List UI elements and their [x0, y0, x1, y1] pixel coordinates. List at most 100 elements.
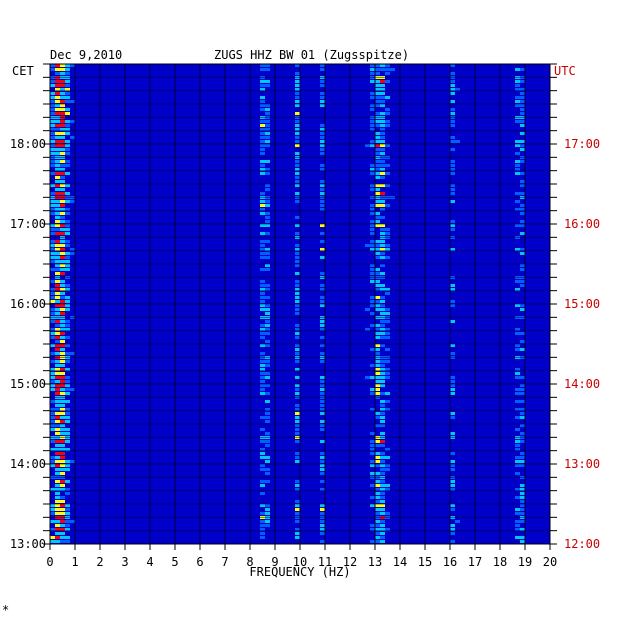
heatmap-cell: [320, 480, 325, 483]
heatmap-cell: [380, 284, 385, 287]
heatmap-cell: [60, 336, 65, 339]
heatmap-cell: [320, 248, 325, 251]
heatmap-cell: [65, 144, 70, 147]
heatmap-cell: [295, 104, 300, 107]
heatmap-cell: [515, 416, 520, 419]
heatmap-cell: [265, 240, 270, 243]
heatmap-cell: [375, 368, 380, 371]
heatmap-cell: [60, 152, 65, 155]
heatmap-cell: [50, 296, 55, 299]
heatmap-cell: [515, 68, 520, 71]
heatmap-cell: [55, 540, 60, 543]
heatmap-cell: [380, 160, 385, 163]
heatmap-cell: [50, 96, 55, 99]
heatmap-cell: [265, 264, 270, 267]
heatmap-cell: [260, 192, 265, 195]
heatmap-cell: [370, 96, 375, 99]
heatmap-cell: [260, 524, 265, 527]
heatmap-cell: [375, 268, 380, 271]
heatmap-cell: [65, 400, 70, 403]
heatmap-cell: [370, 392, 375, 395]
heatmap-cell: [60, 120, 65, 123]
heatmap-cell: [65, 140, 70, 143]
heatmap-cell: [520, 268, 525, 271]
heatmap-cell: [50, 228, 55, 231]
heatmap-cell: [520, 412, 525, 415]
left-time-label: 15:00: [10, 377, 46, 391]
heatmap-cell: [295, 504, 300, 507]
heatmap-cell: [375, 352, 380, 355]
x-tick-label: 14: [393, 555, 407, 569]
heatmap-cell: [260, 300, 265, 303]
heatmap-cell: [375, 160, 380, 163]
x-tick-label: 6: [196, 555, 203, 569]
heatmap-cell: [380, 68, 385, 71]
heatmap-cell: [265, 412, 270, 415]
heatmap-cell: [380, 440, 385, 443]
heatmap-cell: [385, 528, 390, 531]
heatmap-cell: [515, 200, 520, 203]
heatmap-cell: [520, 280, 525, 283]
heatmap-cell: [260, 248, 265, 251]
heatmap-cell: [60, 420, 65, 423]
heatmap-cell: [295, 164, 300, 167]
heatmap-cell: [50, 84, 55, 87]
heatmap-cell: [55, 484, 60, 487]
heatmap-cell: [60, 176, 65, 179]
heatmap-cell: [70, 64, 75, 67]
heatmap-cell: [65, 256, 70, 259]
heatmap-cell: [265, 64, 270, 67]
heatmap-cell: [60, 268, 65, 271]
heatmap-cell: [60, 432, 65, 435]
heatmap-cell: [50, 424, 55, 427]
heatmap-cell: [380, 184, 385, 187]
heatmap-cell: [295, 304, 300, 307]
heatmap-cell: [520, 384, 525, 387]
heatmap-cell: [60, 216, 65, 219]
heatmap-cell: [320, 440, 325, 443]
heatmap-cell: [450, 380, 455, 383]
heatmap-cell: [65, 200, 70, 203]
right-timezone-label: UTC: [554, 64, 576, 78]
heatmap-cell: [265, 408, 270, 411]
heatmap-cell: [50, 244, 55, 247]
heatmap-cell: [375, 344, 380, 347]
heatmap-cell: [450, 92, 455, 95]
heatmap-cell: [60, 308, 65, 311]
heatmap-cell: [260, 136, 265, 139]
heatmap-cell: [260, 332, 265, 335]
heatmap-cell: [265, 468, 270, 471]
heatmap-cell: [385, 232, 390, 235]
heatmap-cell: [380, 432, 385, 435]
heatmap-cell: [385, 256, 390, 259]
heatmap-cell: [375, 172, 380, 175]
heatmap-cell: [370, 312, 375, 315]
heatmap-cell: [55, 508, 60, 511]
heatmap-cell: [295, 288, 300, 291]
heatmap-cell: [295, 264, 300, 267]
heatmap-cell: [295, 124, 300, 127]
heatmap-cell: [295, 392, 300, 395]
heatmap-cell: [265, 376, 270, 379]
heatmap-cell: [320, 80, 325, 83]
heatmap-cell: [55, 120, 60, 123]
heatmap-cell: [65, 68, 70, 71]
heatmap-cell: [385, 248, 390, 251]
heatmap-cell: [370, 208, 375, 211]
heatmap-cell: [295, 132, 300, 135]
heatmap-cell: [265, 200, 270, 203]
heatmap-cell: [60, 452, 65, 455]
heatmap-cell: [55, 152, 60, 155]
heatmap-cell: [260, 464, 265, 467]
heatmap-cell: [265, 216, 270, 219]
heatmap-cell: [65, 408, 70, 411]
heatmap-cell: [295, 388, 300, 391]
heatmap-cell: [520, 100, 525, 103]
heatmap-cell: [50, 64, 55, 67]
heatmap-cell: [55, 512, 60, 515]
heatmap-cell: [375, 452, 380, 455]
heatmap-cell: [60, 132, 65, 135]
heatmap-cell: [260, 324, 265, 327]
heatmap-cell: [65, 352, 70, 355]
x-tick-label: 19: [518, 555, 532, 569]
